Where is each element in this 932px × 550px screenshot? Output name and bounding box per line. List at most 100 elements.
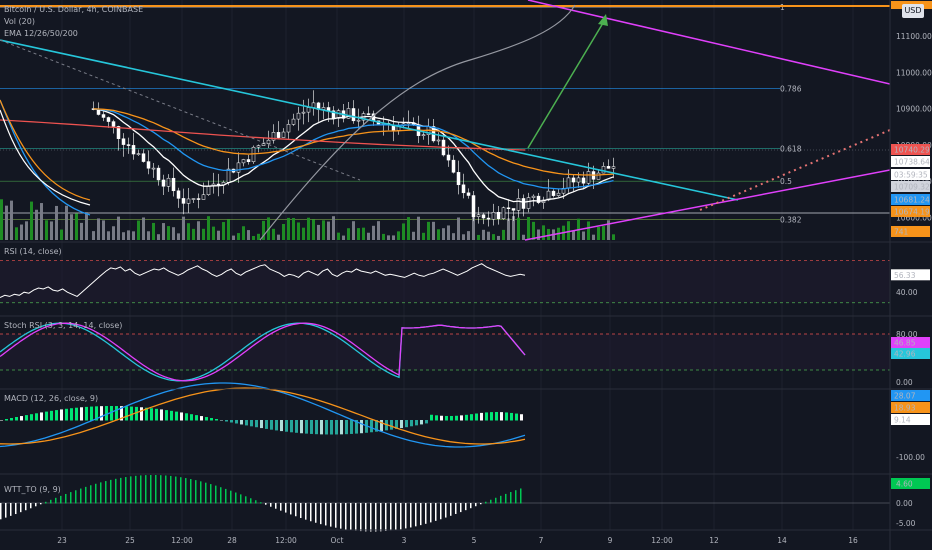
macd-legend[interactable]: MACD (12, 26, close, 9) xyxy=(4,394,99,403)
volume-bar xyxy=(10,200,13,240)
volume-bar xyxy=(207,216,210,240)
rsi-band xyxy=(0,260,890,303)
wtt-bar xyxy=(55,497,57,504)
wtt-bar xyxy=(25,503,27,511)
wtt-bar xyxy=(130,476,132,504)
macd-histogram-bar xyxy=(490,412,493,421)
magenta-support-line[interactable] xyxy=(524,169,891,241)
volume-bar xyxy=(107,231,110,240)
rsi-panel[interactable] xyxy=(0,260,890,304)
volume-bar xyxy=(332,216,335,240)
volume-bar xyxy=(532,221,535,240)
candle-body xyxy=(306,107,311,113)
volume-bar xyxy=(287,217,290,240)
macd-histogram-bar xyxy=(420,420,423,425)
candle-body xyxy=(521,198,526,209)
candle-body xyxy=(236,162,241,173)
volume-bar xyxy=(257,233,260,240)
wtt-bar xyxy=(75,490,77,504)
time-tick-label: 3 xyxy=(402,536,407,545)
wtt-tag xyxy=(891,478,930,489)
wtt-bar xyxy=(240,494,242,504)
green-arrow-line[interactable] xyxy=(527,17,607,149)
candle-body xyxy=(421,134,426,136)
wtt-bar xyxy=(140,475,142,504)
wtt-bar xyxy=(95,483,97,504)
macd-histogram-bar xyxy=(165,410,168,421)
macd-histogram-bar xyxy=(240,420,243,425)
rsi-legend[interactable]: RSI (14, close) xyxy=(4,247,62,256)
candle-body xyxy=(266,139,271,145)
macd-histogram-bar xyxy=(40,412,43,421)
wtt-bar xyxy=(435,503,437,521)
volume-bar xyxy=(102,220,105,240)
currency-button[interactable]: USD xyxy=(902,4,924,18)
wtt-bar xyxy=(455,503,457,514)
macd-histogram-bar xyxy=(290,420,293,433)
wtt-bar xyxy=(500,495,502,504)
stoch-tick-label: 80.00 xyxy=(896,330,918,339)
ema-legend[interactable]: EMA 12/26/50/200 xyxy=(4,29,78,38)
stoch-rsi-panel[interactable] xyxy=(0,322,890,382)
macd-histogram-bar xyxy=(0,420,3,421)
wtt-panel[interactable] xyxy=(0,475,890,532)
time-axis[interactable]: 23 25 12:00 28 12:00 Oct 3 5 7 9 12:00 12 14 16 xyxy=(57,536,858,545)
ema-lines xyxy=(0,99,614,216)
macd-histogram-bar xyxy=(480,412,483,421)
volume-bar xyxy=(442,228,445,240)
symbol-legend[interactable]: Bitcoin / U.S. Dollar, 4h, COINBASE xyxy=(4,5,144,14)
candle-body xyxy=(551,190,556,196)
wtt-bar xyxy=(155,475,157,504)
volume-bar xyxy=(307,217,310,240)
wtt-bar xyxy=(170,475,172,504)
wtt-bar xyxy=(280,503,282,511)
stoch-rsi-legend[interactable]: Stoch RSI (3, 3, 14, 14, close) xyxy=(4,321,123,330)
candle-body xyxy=(256,145,261,148)
volume-bar xyxy=(607,220,610,240)
wtt-legend[interactable]: WTT_TO (9, 9) xyxy=(4,485,61,494)
macd-histogram-bar xyxy=(280,420,283,432)
macd-histogram-bar xyxy=(130,406,133,421)
candle-body xyxy=(271,132,276,141)
candle-body xyxy=(246,159,251,163)
wtt-bar xyxy=(45,501,47,504)
volume-bar xyxy=(477,234,480,240)
price-tick-label: 10900.00 xyxy=(896,105,932,114)
candle-body xyxy=(531,195,536,198)
price-tag xyxy=(891,169,930,180)
drawings[interactable] xyxy=(0,0,891,241)
wtt-bar xyxy=(255,500,257,504)
rsi-tick-label: 40.00 xyxy=(896,288,918,297)
volume-bar xyxy=(182,216,185,240)
volume-bar xyxy=(197,221,200,240)
price-axis[interactable]: 11100.0011000.0010900.0010800.0010700.00… xyxy=(891,1,932,528)
fib-level-label: 0.382 xyxy=(780,215,802,224)
candle-body xyxy=(286,124,291,133)
magenta-resistance-line[interactable] xyxy=(527,0,891,85)
gray-dashed-line[interactable] xyxy=(0,39,361,181)
wtt-bar xyxy=(475,503,477,507)
gray-curve[interactable] xyxy=(259,4,576,241)
candle-body xyxy=(241,159,246,164)
volume-bar xyxy=(152,222,155,240)
fib-retracement[interactable]: 1 0.786 0.618 0.5 0.382 xyxy=(0,3,890,224)
price-tag-label: 741 xyxy=(894,228,909,237)
macd-histogram-bar xyxy=(355,420,358,434)
macd-histogram-bar xyxy=(230,420,233,423)
time-tick-label: 12:00 xyxy=(171,536,193,545)
volume-bar xyxy=(457,217,460,240)
fib-level-label: 1 xyxy=(780,3,785,12)
volume-legend[interactable]: Vol (20) xyxy=(4,17,35,26)
candle-body xyxy=(301,111,306,114)
macd-histogram-bar xyxy=(110,406,113,421)
green-arrow-head-icon xyxy=(598,14,608,26)
magenta-dotted-line[interactable] xyxy=(699,129,891,211)
wtt-bar xyxy=(235,492,237,504)
wtt-bar xyxy=(180,477,182,504)
wtt-bar xyxy=(345,503,347,530)
macd-panel[interactable] xyxy=(0,382,526,448)
wtt-bar xyxy=(430,503,432,523)
macd-histogram-bar xyxy=(15,417,18,421)
candle-body xyxy=(176,190,181,199)
